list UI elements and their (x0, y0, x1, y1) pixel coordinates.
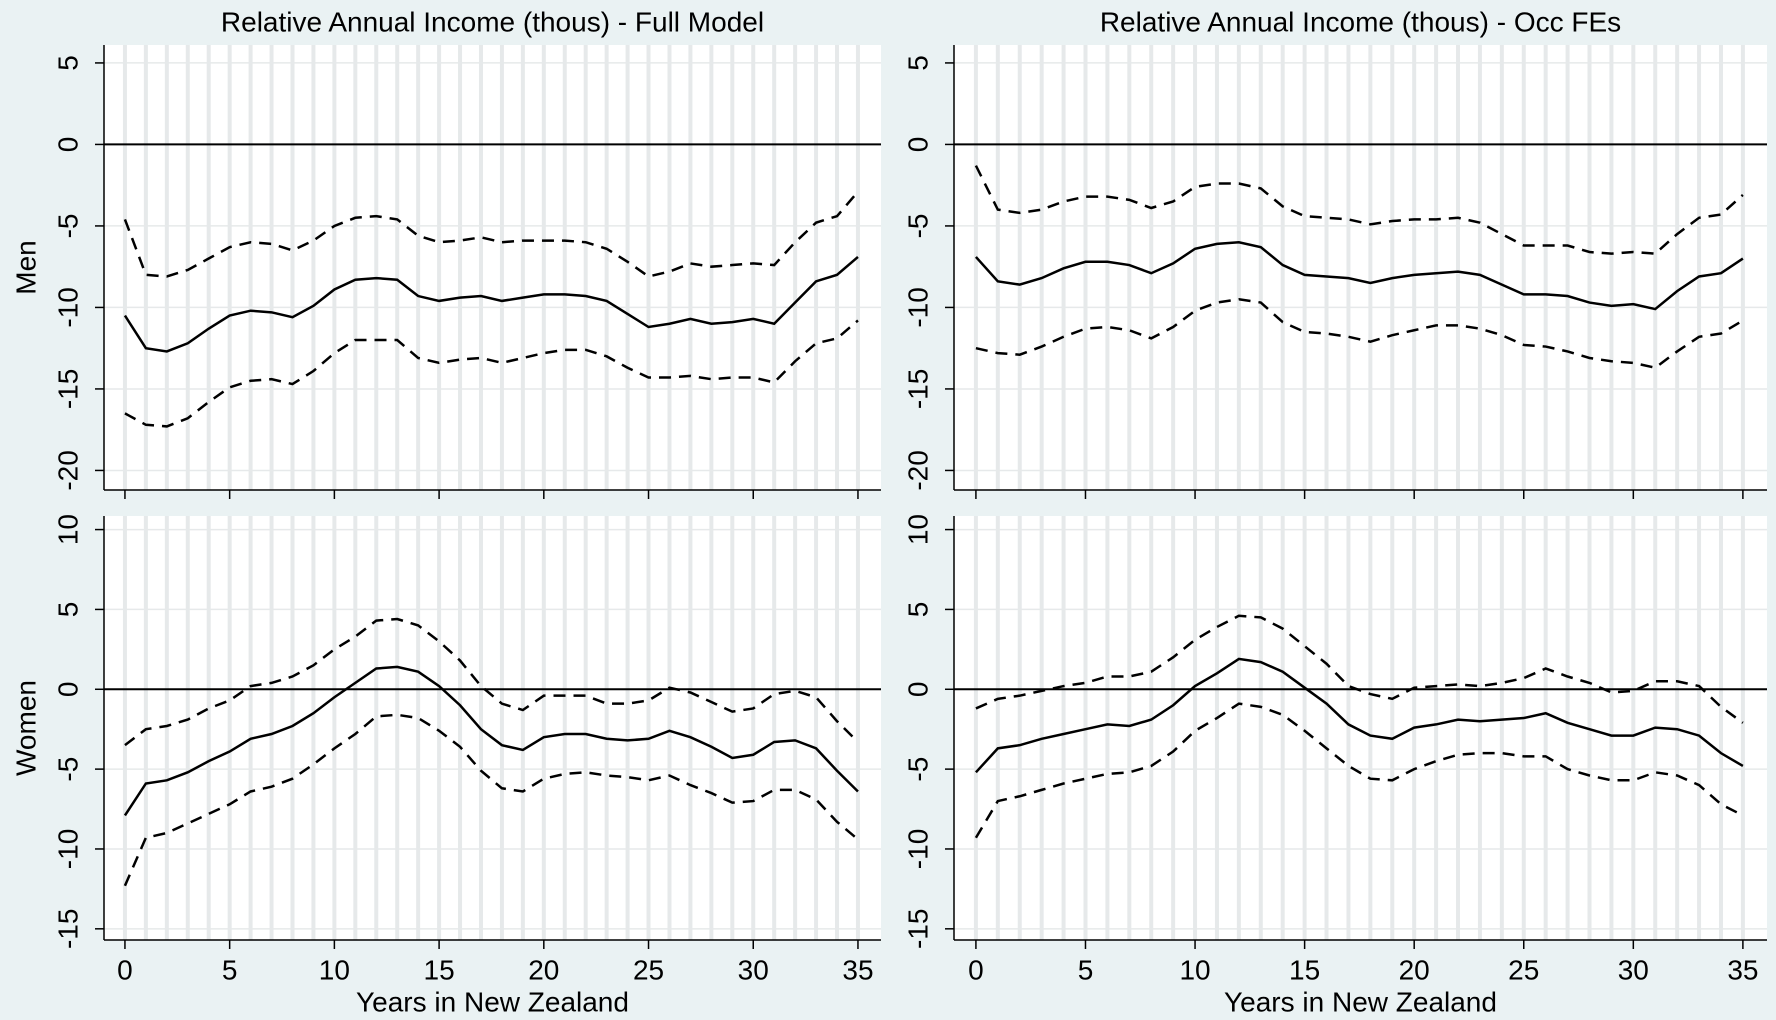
x-tick-label: 30 (1618, 954, 1649, 985)
y-tick-label: 10 (52, 514, 83, 545)
y-tick-label: 5 (902, 602, 933, 618)
y-tick-label: -10 (52, 829, 83, 869)
x-tick-label: 20 (1399, 954, 1430, 985)
confidence-band-line (123, 713, 859, 887)
y-tick-label: -15 (52, 369, 83, 409)
confidence-band-line (974, 165, 1744, 255)
x-tick-label: 15 (1289, 954, 1320, 985)
x-tick-label: 10 (319, 954, 350, 985)
x-tick-label: 0 (117, 954, 133, 985)
y-tick-label: -15 (52, 909, 83, 949)
y-tick-label: -20 (902, 450, 933, 490)
x-tick-label: 5 (222, 954, 238, 985)
y-tick-label: 5 (902, 55, 933, 71)
y-tick-label: 10 (902, 514, 933, 545)
plot-area (954, 45, 1767, 490)
y-tick-label: -15 (902, 369, 933, 409)
y-tick-label: -20 (52, 450, 83, 490)
estimate-line (974, 240, 1744, 311)
chart-title: Relative Annual Income (thous) - Occ FEs (1100, 6, 1621, 37)
y-tick-label: -15 (902, 909, 933, 949)
y-axis-label: Men (10, 240, 41, 294)
confidence-band-line (975, 614, 1744, 724)
y-tick-label: -10 (902, 287, 933, 327)
x-axis-label: Years in New Zealand (1224, 986, 1497, 1017)
x-axis-label: Years in New Zealand (356, 986, 629, 1017)
y-tick-label: 5 (52, 602, 83, 618)
y-tick-label: -10 (52, 287, 83, 327)
x-tick-label: 30 (738, 954, 769, 985)
estimate-line (123, 255, 859, 353)
confidence-band-line (975, 298, 1744, 370)
chart-title: Relative Annual Income (thous) - Full Mo… (221, 6, 764, 37)
y-tick-label: 0 (902, 681, 933, 697)
x-tick-label: 35 (842, 954, 873, 985)
x-tick-label: 35 (1727, 954, 1758, 985)
x-tick-label: 25 (633, 954, 664, 985)
y-tick-label: 5 (52, 55, 83, 71)
y-tick-label: -5 (902, 213, 933, 238)
y-tick-label: -5 (902, 757, 933, 782)
plot-area (104, 516, 881, 940)
x-tick-label: 15 (424, 954, 455, 985)
confidence-band-line (974, 702, 1744, 839)
x-tick-label: 20 (528, 954, 559, 985)
x-tick-label: 25 (1508, 954, 1539, 985)
plot-area (104, 45, 881, 490)
estimate-line (974, 657, 1744, 774)
confidence-band-line (124, 319, 859, 428)
y-axis-label: Women (10, 680, 41, 776)
x-tick-label: 5 (1078, 954, 1094, 985)
plot-area (954, 516, 1767, 940)
y-tick-label: 0 (52, 681, 83, 697)
x-tick-label: 0 (968, 954, 984, 985)
y-tick-label: -5 (52, 213, 83, 238)
x-tick-label: 10 (1179, 954, 1210, 985)
y-tick-label: 0 (902, 137, 933, 153)
y-tick-label: -5 (52, 757, 83, 782)
confidence-band-line (124, 617, 859, 747)
estimate-line (123, 665, 859, 817)
y-tick-label: -10 (902, 829, 933, 869)
confidence-band-line (123, 190, 859, 278)
y-tick-label: 0 (52, 137, 83, 153)
